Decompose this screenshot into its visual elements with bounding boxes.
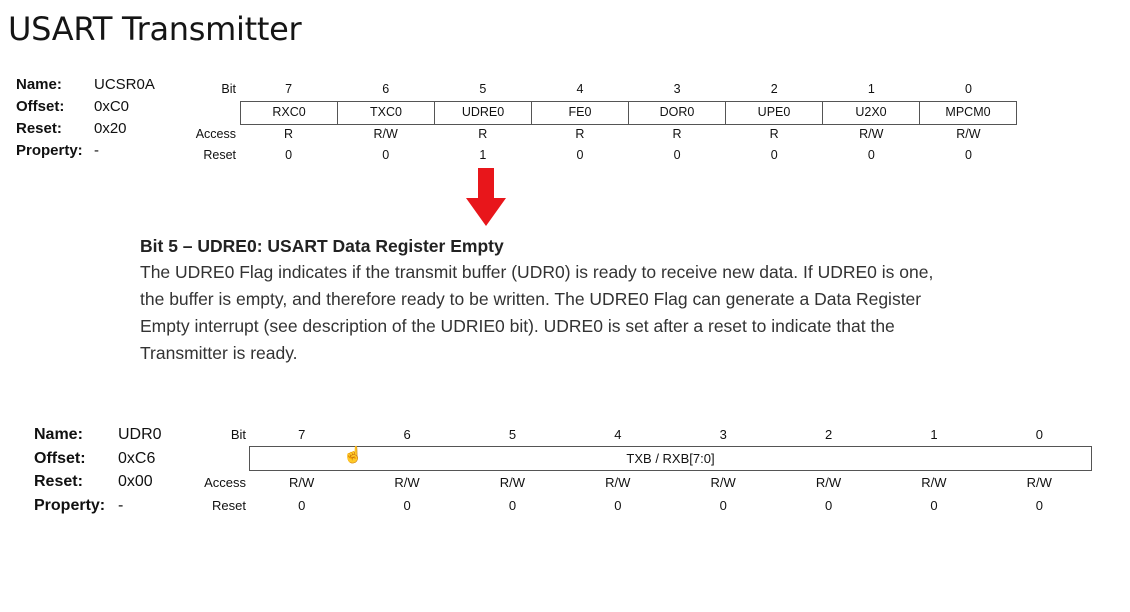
reset-bit-value: 0 — [403, 498, 411, 513]
access-value: R/W — [921, 475, 947, 490]
bit-number: 6 — [382, 82, 390, 96]
reset-bit-value: 1 — [479, 148, 487, 162]
name-value: UCSR0A — [94, 76, 155, 93]
name-value: UDR0 — [118, 426, 162, 443]
reset-row-label: Reset — [212, 498, 246, 513]
bit-number: 5 — [508, 427, 517, 442]
offset-key: Offset: — [34, 449, 86, 467]
reset-row: 0 0 0 0 0 0 0 0 — [249, 498, 1092, 514]
bit-number: 7 — [285, 82, 293, 96]
bit-number: 5 — [479, 82, 487, 96]
bit-label: Bit — [230, 427, 246, 442]
bit-number: 2 — [824, 427, 833, 442]
name-key: Name: — [34, 426, 83, 443]
bit-number: 0 — [964, 82, 972, 96]
hand-pointer-icon: ☝ — [343, 447, 363, 464]
property-value: - — [118, 496, 124, 514]
reset-bit-value: 0 — [930, 498, 938, 513]
access-value: R/W — [605, 475, 631, 490]
access-row: R/W R/W R/W R/W R/W R/W R/W R/W — [249, 475, 1092, 491]
access-value: R/W — [499, 475, 526, 490]
description-heading: Bit 5 – UDRE0: USART Data Register Empty — [140, 236, 504, 256]
reset-key: Reset: — [16, 120, 62, 137]
reset-row-label: Reset — [203, 148, 236, 162]
bit-number: 7 — [298, 427, 306, 442]
register-field-cell: RXC0 — [241, 102, 338, 124]
bit-number: 3 — [673, 82, 681, 96]
reset-bit-value: 0 — [824, 498, 833, 513]
down-arrow-icon — [466, 168, 506, 226]
access-value: R/W — [394, 475, 420, 490]
reset-bit-value: 0 — [614, 498, 622, 513]
bit-number: 1 — [867, 82, 875, 96]
reset-value: 0x20 — [94, 120, 127, 137]
bit-number: 0 — [1035, 427, 1043, 442]
access-label: Access — [204, 475, 246, 490]
bit-label: Bit — [221, 82, 236, 96]
reset-bit-value: 0 — [867, 148, 875, 162]
bit-number: 4 — [614, 427, 622, 442]
description-line: Transmitter is ready. — [140, 343, 298, 363]
offset-value: 0xC6 — [118, 449, 156, 467]
description-line: The UDRE0 Flag indicates if the transmit… — [140, 262, 934, 282]
access-value: R/W — [956, 127, 981, 141]
bit-number: 3 — [719, 427, 727, 442]
access-value: R/W — [1026, 475, 1052, 490]
register-field-row: TXB / RXB[7:0] — [249, 446, 1092, 471]
access-label: Access — [195, 127, 236, 141]
bit-number-row: 7 6 5 4 3 2 1 0 — [240, 82, 1017, 98]
bit-number: 1 — [930, 427, 938, 442]
access-value: R/W — [710, 475, 736, 490]
register-field-cell: UDRE0 — [435, 102, 532, 124]
access-value: R — [575, 127, 585, 141]
access-value: R — [284, 127, 294, 141]
property-key: Property: — [16, 142, 83, 159]
reset-bit-value: 0 — [576, 148, 584, 162]
bit-number: 2 — [770, 82, 778, 96]
bit-number: 6 — [403, 427, 411, 442]
access-value: R/W — [373, 127, 398, 141]
access-value: R — [478, 127, 488, 141]
description-line: Empty interrupt (see description of the … — [140, 316, 895, 336]
register-field-row: RXC0 TXC0 UDRE0 FE0 DOR0 UPE0 U2X0 MPCM0 — [240, 101, 1017, 125]
offset-key: Offset: — [16, 98, 65, 115]
reset-value: 0x00 — [118, 473, 153, 490]
reset-bit-value: 0 — [673, 148, 681, 162]
property-key: Property: — [34, 496, 106, 514]
reset-row: 0 0 1 0 0 0 0 0 — [240, 148, 1017, 164]
access-value: R — [769, 127, 779, 141]
description-body: The UDRE0 Flag indicates if the transmit… — [140, 259, 1100, 367]
access-value: R — [672, 127, 682, 141]
register-field-cell: MPCM0 — [945, 105, 991, 119]
reset-bit-value: 0 — [770, 148, 778, 162]
bit-description: Bit 5 – UDRE0: USART Data Register Empty… — [140, 235, 1100, 367]
bit-number-row: 7 6 5 4 3 2 1 0 — [249, 427, 1092, 443]
register2-meta: Name: UDR0 Offset: 0xC6 Reset: 0x00 Prop… — [34, 423, 214, 518]
reset-bit-value: 0 — [964, 148, 972, 162]
register-field-cell: U2X0 — [823, 102, 920, 124]
access-value: R/W — [289, 475, 315, 490]
register-field-cell: FE0 — [532, 102, 629, 124]
name-key: Name: — [16, 76, 62, 93]
reset-key: Reset: — [34, 473, 83, 490]
page-title: USART Transmitter — [8, 10, 302, 48]
property-value: - — [94, 142, 99, 159]
description-line: the buffer is empty, and therefore ready… — [140, 289, 922, 309]
reset-bit-value: 0 — [382, 148, 390, 162]
register-field-cell: TXC0 — [338, 102, 435, 124]
register1-meta: Name: UCSR0A Offset: 0xC0 Reset: 0x20 Pr… — [16, 74, 196, 164]
bit-number: 4 — [576, 82, 584, 96]
access-row: R R/W R R R R R/W R/W — [240, 127, 1017, 143]
register-field-cell: DOR0 — [629, 102, 726, 124]
access-value: R/W — [815, 475, 842, 490]
reset-bit-value: 0 — [298, 498, 306, 513]
reset-bit-value: 0 — [719, 498, 727, 513]
reset-bit-value: 0 — [508, 498, 517, 513]
reset-bit-value: 0 — [1035, 498, 1043, 513]
register-field-cell: TXB / RXB[7:0] — [626, 451, 715, 466]
access-value: R/W — [859, 127, 884, 141]
reset-bit-value: 0 — [285, 148, 293, 162]
register-field-cell: UPE0 — [726, 102, 823, 124]
offset-value: 0xC0 — [94, 98, 130, 115]
